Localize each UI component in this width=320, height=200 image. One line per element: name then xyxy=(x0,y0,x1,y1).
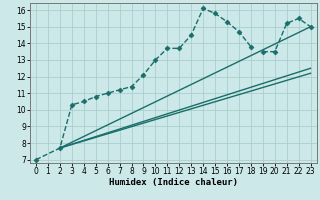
X-axis label: Humidex (Indice chaleur): Humidex (Indice chaleur) xyxy=(109,178,238,187)
